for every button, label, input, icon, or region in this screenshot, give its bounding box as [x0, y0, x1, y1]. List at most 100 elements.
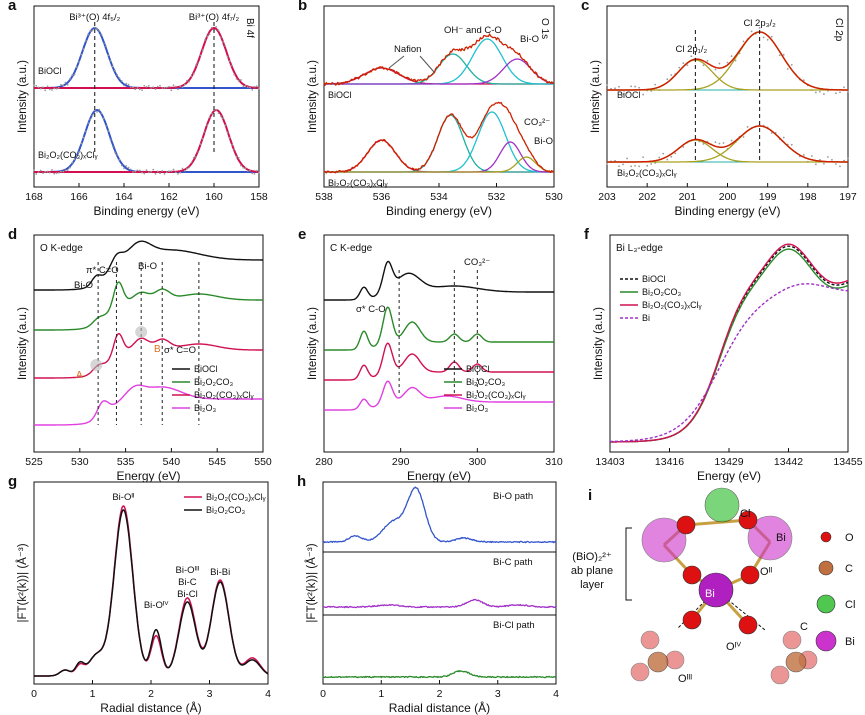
annotation-nafion: Nafion	[394, 44, 421, 55]
data-point	[190, 75, 193, 78]
spectrum-curve	[324, 380, 554, 411]
data-point	[53, 172, 56, 175]
data-point	[240, 164, 242, 167]
x-tick-label: 202	[638, 191, 656, 203]
data-point	[35, 84, 38, 87]
panel-tag: C K-edge	[330, 243, 373, 254]
data-point	[143, 172, 146, 175]
carbon-atom	[785, 651, 807, 673]
data-point	[105, 45, 107, 48]
data-point	[244, 167, 247, 169]
data-point	[827, 156, 829, 158]
data-point	[87, 122, 89, 125]
x-tick-label: 162	[160, 191, 178, 203]
data-point	[206, 124, 209, 127]
legend-atom-label: O	[845, 532, 854, 544]
annotation-arrow	[388, 55, 405, 69]
data-point	[219, 115, 222, 117]
x-axis-label: Radial distance (Å)	[389, 700, 490, 715]
data-point	[118, 158, 121, 161]
data-point	[634, 164, 637, 167]
data-point	[165, 86, 168, 89]
data-point	[42, 172, 44, 175]
data-point	[141, 89, 143, 91]
annotation-A: A	[76, 370, 83, 381]
data-point	[614, 87, 616, 90]
x-tick-label: 538	[315, 191, 333, 203]
data-point	[847, 157, 849, 160]
data-point	[181, 86, 184, 88]
data-point	[204, 131, 206, 134]
component-2p32	[607, 31, 848, 91]
annotation-bi-o: Bi-O	[520, 34, 539, 45]
data-point	[197, 62, 200, 64]
panel-tag: O K-edge	[40, 243, 83, 254]
spectrum-curve	[34, 384, 263, 426]
data-point	[69, 166, 71, 169]
data-point	[222, 117, 224, 120]
x-tick-label: 13442	[774, 456, 803, 468]
fit-envelope	[323, 101, 555, 174]
data-point	[210, 112, 213, 115]
data-point	[734, 59, 737, 62]
component-4f72	[34, 27, 259, 89]
spectrum-curve	[610, 283, 849, 443]
peak-label: Bi³⁺(O) 4f₇/₂	[189, 12, 240, 23]
data-point	[682, 62, 685, 65]
data-point	[818, 90, 821, 93]
data-point	[55, 172, 58, 175]
y-axis-label: Intensity (a.u.)	[17, 60, 29, 133]
data-point	[39, 87, 42, 90]
data-point	[654, 83, 657, 86]
data-point	[154, 88, 157, 90]
data-point	[231, 143, 233, 146]
data-point	[770, 132, 773, 134]
data-point	[107, 130, 110, 132]
data-point	[186, 167, 188, 170]
data-point	[233, 73, 236, 76]
data-point	[152, 86, 155, 89]
legend-label: Bi₂O₃	[194, 403, 216, 413]
legend-label: Bi₂O₂(CO₃)ₓClᵧ	[466, 390, 526, 400]
data-point	[57, 87, 60, 89]
bond	[685, 518, 749, 527]
data-point	[177, 88, 179, 91]
data-point	[84, 39, 87, 42]
x-axis-label: Binding energy (eV)	[386, 204, 492, 218]
component-4f52	[34, 109, 259, 173]
data-point	[770, 35, 773, 38]
plot-frame	[33, 5, 260, 188]
fit-component	[324, 139, 554, 173]
data-point	[249, 86, 251, 89]
data-point	[606, 84, 608, 86]
data-point	[53, 87, 56, 90]
data-point	[129, 168, 132, 171]
data-point	[170, 170, 173, 173]
fit-component	[324, 141, 554, 173]
data-point	[217, 112, 220, 115]
panel-letter: e	[298, 226, 306, 243]
data-point	[782, 53, 785, 56]
data-point	[226, 131, 229, 134]
atom-label: Cl	[740, 508, 750, 520]
data-point	[730, 55, 733, 58]
layer-label: (BiO)₂²⁺	[572, 551, 612, 563]
panel-e: 280 290 300 310 Energy (eV) Intensity (a.u.) e…	[298, 226, 563, 483]
x-tick-label: 2	[437, 688, 443, 700]
data-point	[670, 74, 673, 76]
data-point	[742, 136, 745, 138]
data-point	[105, 124, 107, 127]
data-point	[127, 83, 130, 86]
data-point	[670, 155, 673, 158]
data-point	[642, 156, 645, 159]
data-point	[210, 26, 213, 29]
data-point	[237, 79, 240, 82]
data-point	[125, 82, 128, 85]
data-point	[109, 138, 112, 141]
x-tick-label: 13429	[714, 456, 743, 468]
data-point	[150, 170, 152, 173]
data-point	[145, 85, 148, 88]
x-tick-label: 13403	[595, 456, 624, 468]
fit-envelope	[607, 125, 848, 163]
data-point	[100, 33, 103, 36]
